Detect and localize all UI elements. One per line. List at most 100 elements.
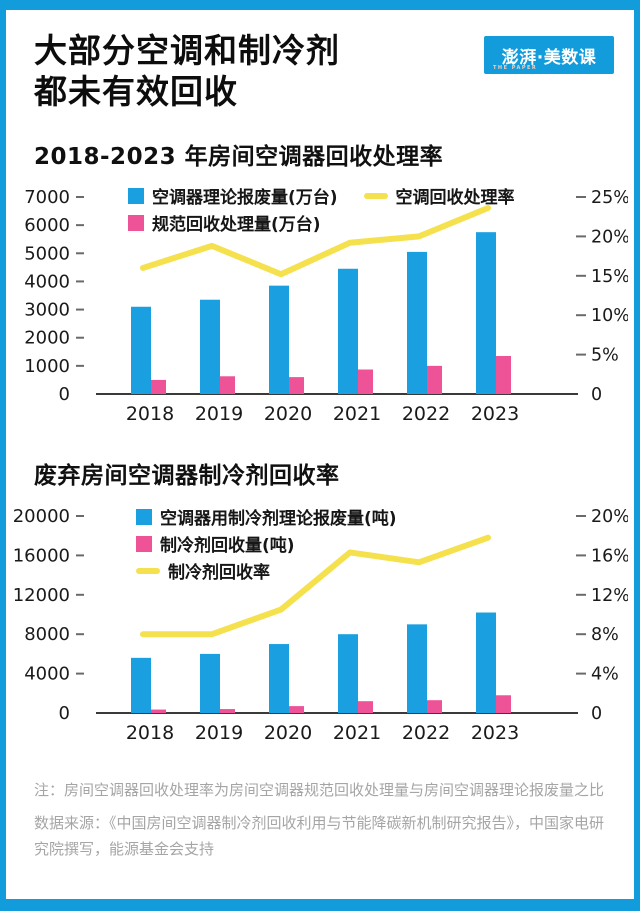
- legend-row: 空调器用制冷剂理论报废量(吨): [136, 504, 397, 529]
- left-axis-tick-label: 20000: [13, 506, 70, 527]
- x-axis-category-label: 2019: [195, 403, 243, 425]
- left-axis-tick-label: 7000: [24, 187, 70, 208]
- legend-bar-swatch-icon: [136, 508, 152, 525]
- publisher-logo-subtext: THE PAPER: [493, 65, 538, 71]
- left-axis-tick-label: 4000: [24, 271, 70, 292]
- bar-series0-2019: [200, 299, 220, 394]
- x-axis-category-label: 2023: [471, 403, 519, 425]
- legend-label: 空调器理论报废量(万台): [152, 188, 338, 208]
- bar-series0-2022: [407, 251, 427, 394]
- legend-item: 规范回收处理量(万台): [128, 210, 321, 235]
- footnote-source: 数据来源：《中国房间空调器制冷剂回收利用与节能降碳新机制研究报告》，中国家电研究…: [34, 813, 605, 858]
- legend-label: 制冷剂回收量(吨): [160, 536, 295, 556]
- left-axis-tick-label: 8000: [24, 624, 70, 645]
- legend-refrigerant-recovery: 空调器用制冷剂理论报废量(吨) 制冷剂回收量(吨) 制冷剂回收率: [136, 504, 397, 583]
- bar-series1-2020: [289, 706, 304, 713]
- rate-line: [140, 534, 491, 638]
- left-axis-tick-label: 2000: [24, 328, 70, 349]
- bar-series0-2023: [476, 232, 496, 394]
- footnotes: 注：房间空调器回收处理率为房间空调器规范回收处理量与房间空调器理论报废量之比 数…: [34, 778, 608, 862]
- bar-series0-2023: [476, 612, 496, 713]
- chart-section-ac-recycling: 2018-2023 年房间空调器回收处理率 0 1000 2000 3000 4000 5…: [6, 137, 634, 431]
- legend-item: 空调器用制冷剂理论报废量(吨): [136, 504, 397, 529]
- bar-series0-2018: [131, 657, 151, 713]
- x-axis-category-label: 2020: [264, 403, 312, 425]
- bar-series1-2022: [427, 365, 442, 394]
- right-axis-tick-label: 15%: [591, 267, 628, 287]
- legend-item: 制冷剂回收量(吨): [136, 531, 295, 556]
- legend-item: 空调回收处理率: [363, 183, 515, 208]
- right-axis-tick-label: 25%: [591, 188, 628, 208]
- legend-label: 规范回收处理量(万台): [152, 215, 321, 235]
- legend-label: 空调器用制冷剂理论报废量(吨): [160, 509, 397, 529]
- right-axis-tick-label: 20%: [591, 227, 628, 247]
- right-axis-tick-label: 12%: [591, 586, 628, 606]
- chart-area-refrigerant-recovery: 0 4000 8000 12000 16000 20000 0 4% 8% 12% 16% 20% 20…: [12, 502, 628, 750]
- legend-item: 空调器理论报废量(万台): [128, 183, 338, 208]
- x-axis-category-label: 2018: [126, 722, 174, 744]
- x-axis-category-label: 2023: [471, 722, 519, 744]
- legend-bar-swatch-icon: [136, 535, 152, 552]
- bar-series1-2018: [151, 379, 166, 394]
- right-axis-tick-label: 10%: [591, 306, 628, 326]
- bar-series1-2022: [427, 700, 442, 713]
- chart-title-refrigerant-recovery: 废弃房间空调器制冷剂回收率: [34, 463, 340, 489]
- x-axis-category-label: 2019: [195, 722, 243, 744]
- left-axis-tick-label: 4000: [24, 664, 70, 685]
- bar-series1-2021: [358, 369, 373, 394]
- x-axis-category-label: 2021: [333, 722, 381, 744]
- left-axis-tick-label: 3000: [24, 300, 70, 321]
- publisher-logo-text: 澎湃·美数课: [501, 47, 597, 68]
- legend-row: 空调器理论报废量(万台) 空调回收处理率: [128, 183, 515, 208]
- right-axis-tick-label: 0: [591, 385, 602, 405]
- bar-series0-2020: [269, 285, 289, 394]
- bar-series1-2023: [496, 695, 511, 713]
- right-axis-tick-label: 16%: [591, 546, 628, 566]
- bar-series0-2021: [338, 634, 358, 713]
- bar-series0-2021: [338, 268, 358, 394]
- chart-area-ac-recycling: 0 1000 2000 3000 4000 5000 6000 7000 0 5% 10% 15% 20…: [12, 183, 628, 431]
- right-axis-tick-label: 4%: [591, 665, 619, 685]
- left-axis-tick-label: 1000: [24, 356, 70, 377]
- bar-series1-2019: [220, 376, 235, 394]
- header: 大部分空调和制冷剂 都未有效回收 澎湃·美数课 THE PAPER: [6, 10, 634, 112]
- legend-label: 空调回收处理率: [395, 188, 515, 208]
- bar-series1-2018: [151, 709, 166, 713]
- bar-series1-2021: [358, 701, 373, 713]
- left-axis-tick-label: 6000: [24, 215, 70, 236]
- bar-series0-2022: [407, 624, 427, 713]
- legend-row: 制冷剂回收量(吨): [136, 531, 397, 556]
- x-axis-category-label: 2021: [333, 403, 381, 425]
- bar-series1-2019: [220, 709, 235, 713]
- legend-item: 制冷剂回收率: [136, 558, 270, 583]
- legend-bar-swatch-icon: [128, 214, 144, 231]
- footnote-definition: 注：房间空调器回收处理率为房间空调器规范回收处理量与房间空调器理论报废量之比: [34, 781, 605, 799]
- left-axis-tick-label: 0: [59, 384, 70, 405]
- chart-section-refrigerant-recovery: 废弃房间空调器制冷剂回收率 0 4000 8000 12000 16000 20000 0 4…: [6, 456, 634, 750]
- legend-bar-swatch-icon: [128, 187, 144, 204]
- x-axis-category-label: 2022: [402, 722, 450, 744]
- right-axis-tick-label: 8%: [591, 625, 619, 645]
- bar-series1-2023: [496, 356, 511, 394]
- left-axis-tick-label: 16000: [13, 545, 70, 566]
- bar-series0-2020: [269, 644, 289, 713]
- page-title: 大部分空调和制冷剂 都未有效回收: [34, 30, 614, 112]
- publisher-logo: 澎湃·美数课 THE PAPER: [484, 36, 614, 74]
- page-title-line1: 大部分空调和制冷剂: [34, 31, 340, 70]
- legend-line-swatch-icon: [136, 567, 160, 574]
- legend-row: 制冷剂回收率: [136, 558, 397, 583]
- bar-series1-2020: [289, 377, 304, 394]
- right-axis-tick-label: 20%: [591, 507, 628, 527]
- chart-refrigerant-recovery: 0 4000 8000 12000 16000 20000 0 4% 8% 12% 16% 20% 20…: [13, 506, 628, 744]
- x-axis-category-label: 2018: [126, 403, 174, 425]
- legend-ac-recycling: 空调器理论报废量(万台) 空调回收处理率规范回收处理量(万台): [128, 183, 515, 235]
- chart-ac-recycling: 0 1000 2000 3000 4000 5000 6000 7000 0 5% 10% 15% 20…: [24, 187, 628, 425]
- rate-line: [140, 205, 491, 278]
- legend-line-swatch-icon: [363, 192, 388, 199]
- bar-series0-2019: [200, 653, 220, 713]
- right-axis-tick-label: 5%: [591, 346, 619, 366]
- left-axis-tick-label: 0: [59, 703, 70, 724]
- bar-series0-2018: [131, 306, 151, 394]
- legend-row: 规范回收处理量(万台): [128, 210, 515, 235]
